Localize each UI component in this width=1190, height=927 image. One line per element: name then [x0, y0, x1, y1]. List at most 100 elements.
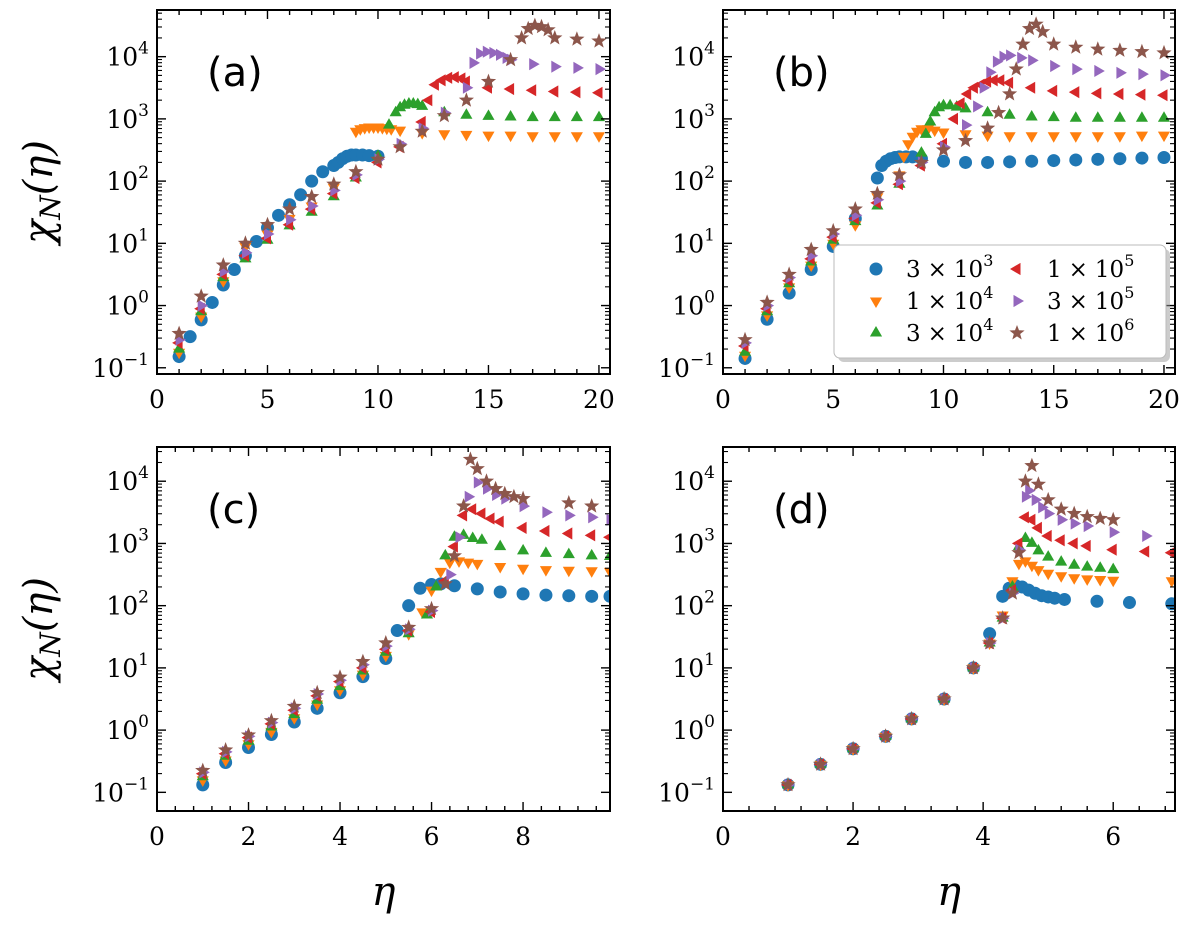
data-point — [474, 507, 486, 520]
series-3e5 — [784, 484, 1153, 791]
data-point — [1003, 108, 1016, 119]
data-point — [1025, 561, 1038, 573]
y-tick-label: 100 — [672, 288, 715, 321]
data-point — [606, 513, 610, 526]
y-tick-base: 10 — [672, 654, 704, 683]
data-point — [462, 81, 474, 94]
data-point — [1035, 23, 1051, 39]
data-point — [1048, 591, 1062, 605]
data-point — [447, 540, 458, 553]
y-label-chi: χ — [16, 654, 62, 684]
data-point — [1025, 536, 1038, 547]
data-point — [493, 515, 504, 528]
data-point — [516, 521, 527, 534]
y-tick-exponent: 0 — [138, 288, 149, 308]
data-point — [592, 132, 605, 143]
series-3e5 — [175, 45, 606, 346]
data-point — [205, 295, 219, 309]
y-tick-label: 10−1 — [658, 350, 715, 383]
data-point — [489, 46, 500, 59]
data-point — [218, 742, 234, 757]
data-point — [1008, 61, 1024, 76]
data-point — [981, 131, 994, 143]
data-point — [1165, 597, 1175, 611]
data-point — [869, 185, 885, 200]
x-tick-label: 0 — [715, 822, 731, 851]
legend-times: × — [928, 289, 947, 315]
data-point — [1067, 537, 1078, 550]
data-point — [1046, 36, 1062, 51]
data-point — [456, 509, 468, 522]
data-point — [478, 473, 495, 488]
data-point — [937, 128, 950, 139]
data-point — [1094, 561, 1107, 572]
data-point — [1002, 76, 1014, 89]
data-point — [973, 100, 984, 113]
x-tick-label: 0 — [149, 385, 165, 414]
data-point — [1109, 526, 1121, 539]
legend-entry-3e4: 3 × 104 — [869, 315, 993, 347]
legend-exponent: 3 — [983, 251, 993, 270]
y-tick-label: 10−1 — [92, 350, 149, 383]
y-tick-label: 104 — [106, 39, 149, 72]
data-point — [1157, 89, 1168, 102]
legend-times: × — [928, 321, 947, 347]
series-3e4 — [782, 531, 1120, 789]
data-point — [1004, 585, 1020, 600]
y-tick-label: 10−1 — [658, 774, 715, 807]
data-point — [1024, 81, 1036, 94]
data-point — [739, 345, 752, 356]
data-point — [496, 48, 507, 61]
data-point — [1080, 539, 1091, 552]
data-point — [1091, 152, 1105, 166]
y-label-subscript: N — [34, 194, 67, 221]
data-point — [265, 727, 278, 739]
data-point — [1028, 16, 1044, 31]
data-point — [603, 533, 610, 542]
legend-marker — [1010, 262, 1021, 276]
y-tick-label: 100 — [106, 288, 149, 321]
data-point — [913, 154, 929, 169]
data-point — [957, 132, 974, 148]
y-tick-base: 10 — [106, 105, 138, 134]
data-point — [845, 740, 861, 756]
data-point — [308, 199, 319, 213]
data-point — [569, 31, 585, 46]
data-point — [197, 299, 209, 312]
data-point — [825, 222, 841, 238]
y-tick-base: 10 — [106, 167, 138, 196]
legend-base: 1 — [906, 289, 921, 315]
y-tick-label: 100 — [672, 712, 715, 745]
data-point — [1047, 132, 1060, 143]
data-point — [413, 581, 427, 595]
data-point — [561, 495, 577, 510]
data-point — [947, 112, 958, 125]
x-tick-label: 10 — [928, 385, 960, 414]
y-tick-label: 10−1 — [92, 774, 149, 807]
legend-ten: 10 — [954, 257, 983, 283]
data-point — [551, 60, 562, 73]
legend-marker — [1013, 294, 1024, 308]
data-point — [904, 710, 920, 726]
data-point — [494, 539, 507, 551]
y-tick-base: 10 — [672, 716, 704, 745]
data-point — [959, 155, 973, 169]
data-point — [1042, 569, 1055, 581]
y-tick-base: 10 — [106, 716, 138, 745]
y-tick-exponent: 1 — [138, 225, 149, 245]
legend-exponent: 6 — [1124, 315, 1134, 334]
data-point — [529, 58, 540, 71]
data-point — [526, 110, 539, 122]
x-tick-label: 15 — [473, 385, 505, 414]
legend-base: 1 — [1047, 321, 1062, 347]
data-point — [1138, 68, 1149, 81]
data-point — [562, 547, 575, 559]
x-tick-label: 6 — [424, 822, 440, 851]
data-point — [480, 73, 497, 88]
data-point — [1068, 574, 1081, 585]
y-tick-label: 102 — [106, 588, 149, 621]
data-point — [332, 669, 348, 684]
x-tick-label: 15 — [1038, 385, 1070, 414]
data-point — [935, 142, 952, 157]
